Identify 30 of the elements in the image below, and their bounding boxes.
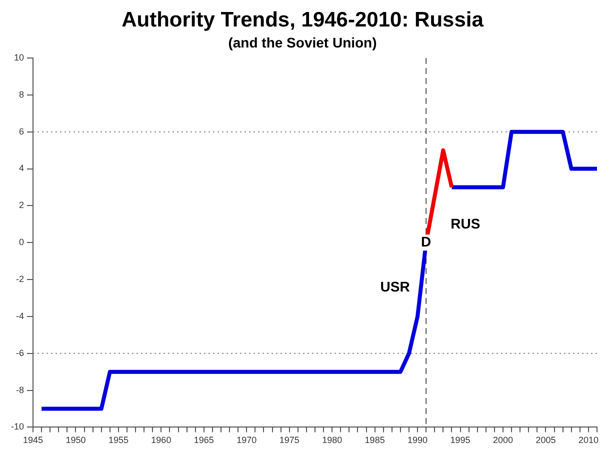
series-label: RUS	[450, 215, 480, 232]
y-tick-label: 10	[14, 52, 24, 62]
chart-subtitle: (and the Soviet Union)	[228, 34, 377, 50]
y-tick-label: -2	[16, 274, 24, 284]
x-tick-label: 1975	[279, 435, 300, 446]
x-tick-label: 1985	[364, 435, 385, 446]
x-tick-label: 1990	[408, 435, 428, 446]
y-tick-label: 6	[18, 126, 24, 136]
y-tick-label: -6	[16, 348, 24, 358]
y-tick-label: 8	[18, 89, 24, 100]
x-tick-label: 1965	[194, 435, 214, 446]
chart-title: Authority Trends, 1946-2010: Russia	[122, 8, 484, 32]
x-tick-label: 1995	[450, 435, 470, 446]
x-tick-label: 1950	[66, 435, 86, 446]
x-tick-label: 2010	[578, 435, 598, 446]
y-tick-label: -10	[10, 422, 24, 432]
y-tick-label: 4	[18, 163, 24, 174]
y-tick-label: -8	[16, 384, 24, 395]
annotation: D	[421, 233, 432, 250]
series-label: USR	[380, 278, 410, 294]
x-tick-label: 2000	[492, 435, 514, 446]
x-tick-label: 2005	[536, 435, 556, 446]
y-tick-label: 2	[18, 200, 24, 210]
y-tick-label: -4	[16, 310, 24, 321]
x-tick-label: 1960	[151, 435, 172, 446]
x-tick-label: 1955	[108, 435, 128, 446]
y-tick-label: 0	[18, 237, 24, 248]
x-tick-label: 1980	[322, 435, 342, 446]
x-tick-label: 1945	[22, 435, 44, 446]
x-tick-label: 1970	[236, 435, 257, 446]
